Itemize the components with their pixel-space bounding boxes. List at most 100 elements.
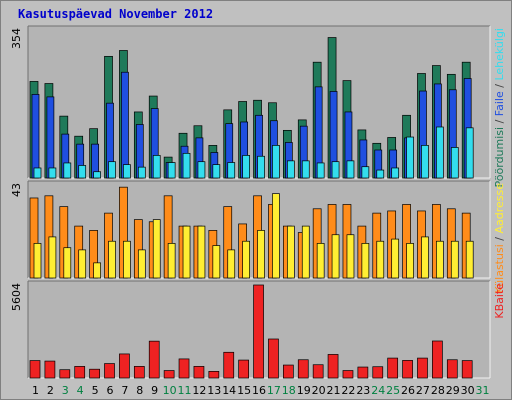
- bar-aadresse-day-11: [182, 225, 191, 279]
- x-tick-label: 29: [446, 384, 460, 397]
- bar-faile-day-2: [46, 96, 55, 179]
- bar-kbaite-day-27: [417, 357, 428, 379]
- x-tick-label: 16: [252, 384, 266, 397]
- x-tick-label: 25: [386, 384, 400, 397]
- bar-kbaite-day-7: [119, 353, 130, 379]
- bar-aadresse-day-2: [48, 236, 57, 279]
- y-max-label-middle: 43: [10, 183, 23, 197]
- x-tick-label: 30: [461, 384, 475, 397]
- x-tick-label: 31: [476, 384, 490, 397]
- bar-aadresse-day-22: [346, 234, 355, 279]
- x-tick-label: 28: [431, 384, 445, 397]
- x-tick-label: 4: [77, 384, 84, 397]
- bar-kbaite-day-1: [29, 360, 41, 379]
- bar-poordumisi-day-2: [48, 167, 57, 179]
- bar-faile-day-7: [121, 71, 129, 179]
- bar-kbaite-day-3: [59, 369, 71, 379]
- bar-aadresse-day-26: [406, 243, 414, 279]
- bar-kbaite-day-26: [402, 360, 413, 379]
- bar-poordumisi-day-7: [123, 164, 131, 179]
- bar-kbaite-day-24: [372, 366, 384, 379]
- bar-kbaite-day-6: [104, 363, 115, 379]
- bar-aadresse-day-4: [78, 249, 87, 279]
- y-max-label-bottom: 5604: [10, 283, 23, 311]
- bar-kbaite-day-2: [44, 360, 56, 379]
- bar-aadresse-day-16: [257, 230, 265, 279]
- x-tick-label: 27: [416, 384, 430, 397]
- bar-kbaite-day-14: [223, 351, 235, 379]
- bar-poordumisi-day-24: [376, 169, 385, 179]
- x-tick-label: 23: [356, 384, 370, 397]
- x-tick-label: 26: [401, 384, 415, 397]
- bar-poordumisi-day-10: [167, 162, 176, 179]
- bar-aadresse-day-20: [316, 243, 325, 279]
- legend-top-part: Pöördumisi: [493, 127, 506, 188]
- bar-aadresse-day-8: [137, 249, 146, 279]
- bar-poordumisi-day-8: [137, 166, 146, 179]
- chart-title: Kasutuspäevad November 2012: [18, 7, 214, 21]
- bar-aadresse-day-3: [63, 247, 72, 279]
- bar-aadresse-day-6: [108, 240, 116, 279]
- bar-aadresse-day-1: [33, 243, 42, 279]
- bar-kbaite-day-10: [163, 370, 175, 379]
- x-tick-label: 3: [62, 384, 69, 397]
- bar-kbaite-day-21: [327, 354, 339, 379]
- bar-kbaite-day-12: [193, 366, 205, 379]
- bar-poordumisi-day-30: [465, 127, 474, 179]
- bar-kbaite-day-11: [178, 358, 190, 379]
- bar-aadresse-day-14: [227, 249, 236, 279]
- legend-top: Pöördumisi / Faile / Lehekülgi: [493, 28, 506, 187]
- bar-kbaite-day-13: [208, 371, 220, 379]
- bar-aadresse-day-18: [287, 225, 295, 279]
- bar-kbaite-day-30: [461, 360, 473, 379]
- bar-poordumisi-day-19: [301, 160, 310, 179]
- bar-aadresse-day-30: [465, 240, 474, 279]
- bar-poordumisi-day-16: [257, 155, 265, 179]
- x-tick-label: 5: [92, 384, 99, 397]
- legend-top-part: /: [493, 81, 506, 92]
- bar-poordumisi-day-5: [93, 171, 101, 179]
- bar-poordumisi-day-25: [391, 167, 400, 179]
- bar-kbaite-day-5: [89, 368, 100, 379]
- bar-poordumisi-day-13: [212, 164, 221, 179]
- legend-middle-part: Külastusi: [493, 244, 506, 293]
- bar-aadresse-day-9: [152, 219, 161, 279]
- bar-aadresse-day-24: [376, 240, 385, 279]
- bar-poordumisi-day-23: [361, 166, 370, 179]
- bar-poordumisi-day-18: [287, 160, 295, 179]
- bar-poordumisi-day-28: [436, 126, 444, 179]
- bar-poordumisi-day-6: [108, 161, 116, 179]
- x-tick-label: 10: [163, 384, 177, 397]
- bar-aadresse-day-13: [212, 245, 221, 279]
- bar-poordumisi-day-27: [421, 145, 429, 179]
- bar-poordumisi-day-29: [450, 147, 459, 179]
- bar-kbaite-day-17: [268, 338, 279, 379]
- bar-poordumisi-day-1: [33, 167, 42, 179]
- x-tick-label: 17: [267, 384, 281, 397]
- legend-bottom-part: KBaite: [493, 283, 506, 319]
- bar-kbaite-day-16: [253, 284, 264, 379]
- x-tick-label: 11: [177, 384, 191, 397]
- bar-poordumisi-day-21: [331, 161, 340, 179]
- x-tick-label: 20: [312, 384, 326, 397]
- bar-poordumisi-day-4: [78, 165, 87, 179]
- bar-kbaite-day-15: [238, 359, 249, 379]
- x-tick-label: 2: [47, 384, 54, 397]
- legend-middle-part: /: [493, 234, 506, 245]
- bar-aadresse-day-10: [167, 243, 176, 279]
- bar-aadresse-day-19: [301, 225, 310, 279]
- bar-kbaite-day-8: [133, 366, 145, 379]
- bar-kbaite-day-20: [312, 364, 324, 379]
- bar-poordumisi-day-11: [182, 152, 191, 179]
- x-tick-label: 21: [327, 384, 341, 397]
- bar-aadresse-day-21: [331, 234, 340, 279]
- x-tick-label: 13: [207, 384, 221, 397]
- bar-poordumisi-day-3: [63, 162, 72, 179]
- bar-aadresse-day-17: [272, 193, 280, 279]
- bar-poordumisi-day-12: [197, 161, 206, 179]
- bar-kbaite-day-19: [297, 359, 309, 379]
- legend-top-part: Faile: [493, 91, 506, 116]
- bar-kbaite-day-29: [446, 359, 458, 379]
